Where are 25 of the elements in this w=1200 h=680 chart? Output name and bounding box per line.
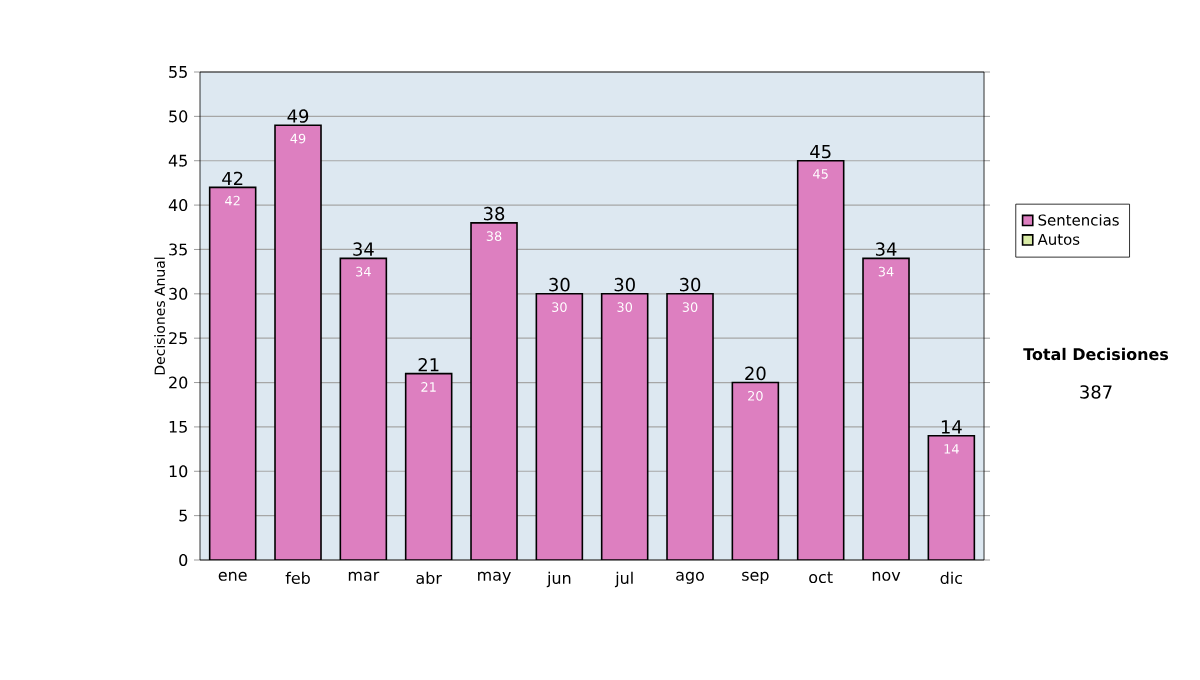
bar [732,382,779,560]
total-label: 30 [614,277,635,292]
total-label: 42 [222,171,243,185]
total-label: 34 [875,242,897,256]
bar [405,373,452,560]
bar [275,125,322,560]
bar [209,187,256,560]
total-label: 45 [810,145,831,159]
bar [797,160,844,560]
total-label: 34 [353,242,374,256]
total-label: 30 [549,277,570,292]
total-label: 14 [941,420,962,434]
text: 387 [1080,385,1112,399]
bar [863,258,910,560]
total-label: 38 [483,206,505,221]
bar [601,293,648,560]
total-label: 21 [418,357,439,372]
bar [667,293,714,560]
bar [536,293,583,560]
bar [340,258,387,560]
bar [471,222,518,560]
total-label: 30 [679,277,701,292]
bar [927,434,976,560]
total-label: 49 [287,109,309,123]
total-label: 20 [745,366,766,381]
